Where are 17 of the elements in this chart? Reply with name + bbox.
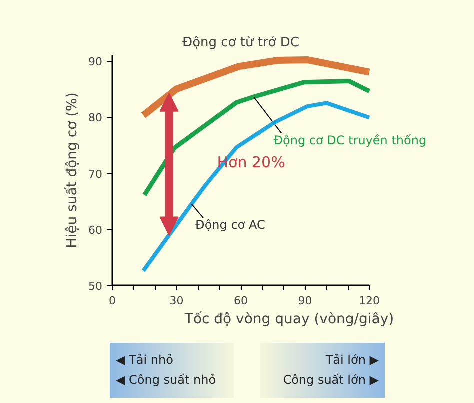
text: Động cơ DC truyền thống [274, 133, 427, 148]
y-tick-label: 70 [88, 168, 103, 181]
series-label: Động cơ từ trở DC [182, 36, 300, 50]
picture-gradient-box: Tải lớn ▶ Công suất lớn ▶ [260, 343, 385, 398]
x-tick-label: 120 [359, 294, 380, 308]
series-label: Động cơ AC [196, 218, 266, 232]
y-tick-label: 50 [88, 280, 103, 293]
y-tick-label: 60 [88, 224, 103, 237]
x-axis-title: Tốc độ vòng quay (vòng/giây) [184, 312, 394, 328]
picture-gradient-box: ◀ Tải nhỏ ◀ Công suất nhỏ [110, 343, 234, 398]
x-tick-label: 60 [234, 294, 248, 308]
x-tick-label: 90 [298, 294, 312, 308]
y-tick-label: 90 [88, 56, 103, 69]
x-tick-label: 0 [109, 294, 116, 308]
x-tick-label: 30 [170, 294, 184, 308]
y-axis-title: Hiệu suất động cơ (%) [64, 92, 81, 248]
y-tick-label: 80 [88, 112, 103, 125]
